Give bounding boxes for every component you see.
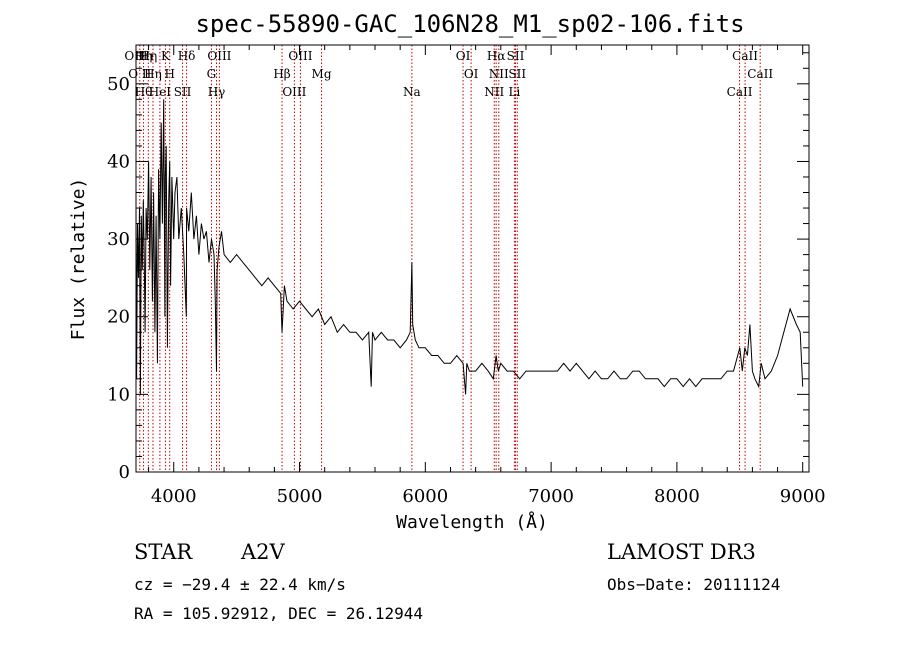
x-axis-ticks: 4000 5000 6000 7000 8000 9000 [148, 45, 826, 507]
spectral-line-label: NII [484, 85, 504, 99]
x-tick-label: 4000 [151, 486, 197, 507]
spectral-line-label: Na [403, 85, 421, 99]
spectral-line-labels: O IIO IIHθHηHηHηHeIKHSIIHδGHγOIIIHβOIIIO… [124, 49, 773, 99]
x-tick-label: 9000 [780, 486, 826, 507]
spectral-line-label: OI [456, 49, 471, 63]
spectral-line-label: Hβ [273, 67, 290, 81]
survey-name: LAMOST DR3 [607, 540, 756, 564]
spectral-line-label: Hα [487, 49, 506, 63]
spectral-line-label: OIII [288, 49, 312, 63]
spectral-line-label: SII [174, 85, 192, 99]
spectral-line-label: K [161, 49, 171, 63]
spectral-line-label: Mg [312, 67, 332, 81]
spectral-line-label: G [207, 67, 217, 81]
spectral-line-label: CaII [727, 85, 753, 99]
y-axis-label: Flux (relative) [68, 178, 89, 341]
x-tick-label: 7000 [528, 486, 574, 507]
chart-title: spec-55890-GAC_106N28_M1_sp02-106.fits [195, 10, 744, 38]
y-tick-label: 30 [107, 229, 130, 250]
spectral-line-label: NII [489, 67, 509, 81]
spectral-line-label: OIII [207, 49, 231, 63]
observation-date: Obs−Date: 20111124 [607, 575, 780, 594]
spectral-line-label: OI [464, 67, 479, 81]
spectral-line-label: Hη [139, 49, 157, 63]
spectral-line-label: O II [128, 67, 151, 81]
spectral-line-label: Hθ [135, 85, 153, 99]
spectral-line-label: HeI [149, 85, 172, 99]
x-tick-label: 6000 [402, 486, 448, 507]
spectral-line-label: CaII [732, 49, 758, 63]
spectral-line-label: Li [508, 85, 520, 99]
redshift-velocity: cz = −29.4 ± 22.4 km/s [134, 575, 346, 594]
spectral-line-label: CaII [747, 67, 773, 81]
x-tick-label: 5000 [277, 486, 323, 507]
y-tick-label: 40 [107, 151, 130, 172]
spectral-line-label: Hδ [178, 49, 196, 63]
y-tick-label: 10 [107, 384, 130, 405]
spectral-line-label: SII [508, 67, 526, 81]
y-axis-ticks: 0 10 20 30 40 50 [107, 52, 809, 483]
spectral-line-label: OIII [282, 85, 306, 99]
object-subclass: A2V [240, 540, 286, 564]
spectral-line-label: Hη [144, 67, 162, 81]
spectral-line-label: Hγ [208, 85, 226, 99]
spectral-line-label: SII [507, 49, 525, 63]
spectral-line-markers [135, 45, 761, 472]
ra-dec-coordinates: RA = 105.92912, DEC = 26.12944 [134, 604, 423, 623]
spectral-line-label: H [164, 67, 174, 81]
spectrum-series-line [135, 99, 804, 395]
x-axis-label: Wavelength (Å) [396, 511, 548, 533]
y-tick-label: 0 [119, 462, 130, 483]
x-tick-label: 8000 [654, 486, 700, 507]
object-class: STAR [134, 540, 193, 564]
plot-frame [135, 44, 810, 473]
y-tick-label: 50 [107, 74, 130, 95]
y-tick-label: 20 [107, 307, 130, 328]
